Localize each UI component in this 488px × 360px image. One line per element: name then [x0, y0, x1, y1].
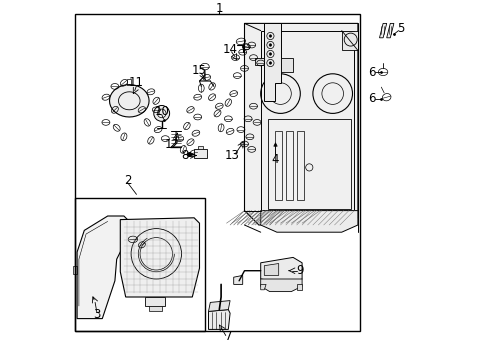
Polygon shape — [260, 257, 302, 284]
Bar — [75, 14, 359, 331]
Circle shape — [268, 35, 271, 37]
Text: 4: 4 — [271, 153, 278, 166]
Text: 13: 13 — [224, 149, 239, 162]
Polygon shape — [149, 306, 162, 311]
Polygon shape — [109, 85, 149, 117]
Polygon shape — [379, 23, 386, 38]
Text: 15: 15 — [192, 64, 206, 77]
Circle shape — [268, 53, 271, 55]
Polygon shape — [386, 23, 393, 38]
Polygon shape — [264, 264, 278, 275]
Text: 1: 1 — [215, 2, 223, 15]
Text: 11: 11 — [129, 76, 143, 89]
Circle shape — [268, 44, 271, 46]
Text: 6: 6 — [368, 93, 375, 105]
Polygon shape — [120, 218, 199, 297]
Bar — [75, 198, 204, 331]
Text: 12: 12 — [164, 138, 180, 150]
Polygon shape — [260, 279, 302, 292]
Polygon shape — [77, 216, 131, 319]
Text: 10: 10 — [154, 105, 169, 118]
Text: 3: 3 — [93, 309, 101, 321]
Polygon shape — [341, 31, 357, 50]
Text: 6: 6 — [368, 66, 375, 78]
Polygon shape — [296, 284, 302, 290]
Polygon shape — [244, 23, 357, 225]
Text: 2: 2 — [123, 174, 131, 186]
Polygon shape — [208, 310, 230, 329]
Bar — [296, 131, 303, 200]
Polygon shape — [197, 146, 203, 149]
Text: 5: 5 — [397, 22, 404, 35]
Bar — [267, 119, 350, 209]
Polygon shape — [260, 211, 357, 232]
Text: 8: 8 — [181, 149, 188, 162]
Polygon shape — [194, 149, 206, 158]
Polygon shape — [208, 301, 230, 311]
Bar — [285, 131, 292, 200]
Text: 9: 9 — [296, 264, 304, 277]
Circle shape — [268, 62, 271, 64]
Polygon shape — [233, 275, 242, 284]
Polygon shape — [260, 284, 265, 290]
Polygon shape — [264, 23, 280, 101]
Bar — [275, 131, 282, 200]
Text: 7: 7 — [224, 330, 232, 343]
Text: 14: 14 — [222, 43, 237, 56]
Polygon shape — [145, 297, 165, 306]
Circle shape — [153, 105, 169, 121]
Polygon shape — [280, 58, 292, 72]
Polygon shape — [255, 58, 264, 65]
